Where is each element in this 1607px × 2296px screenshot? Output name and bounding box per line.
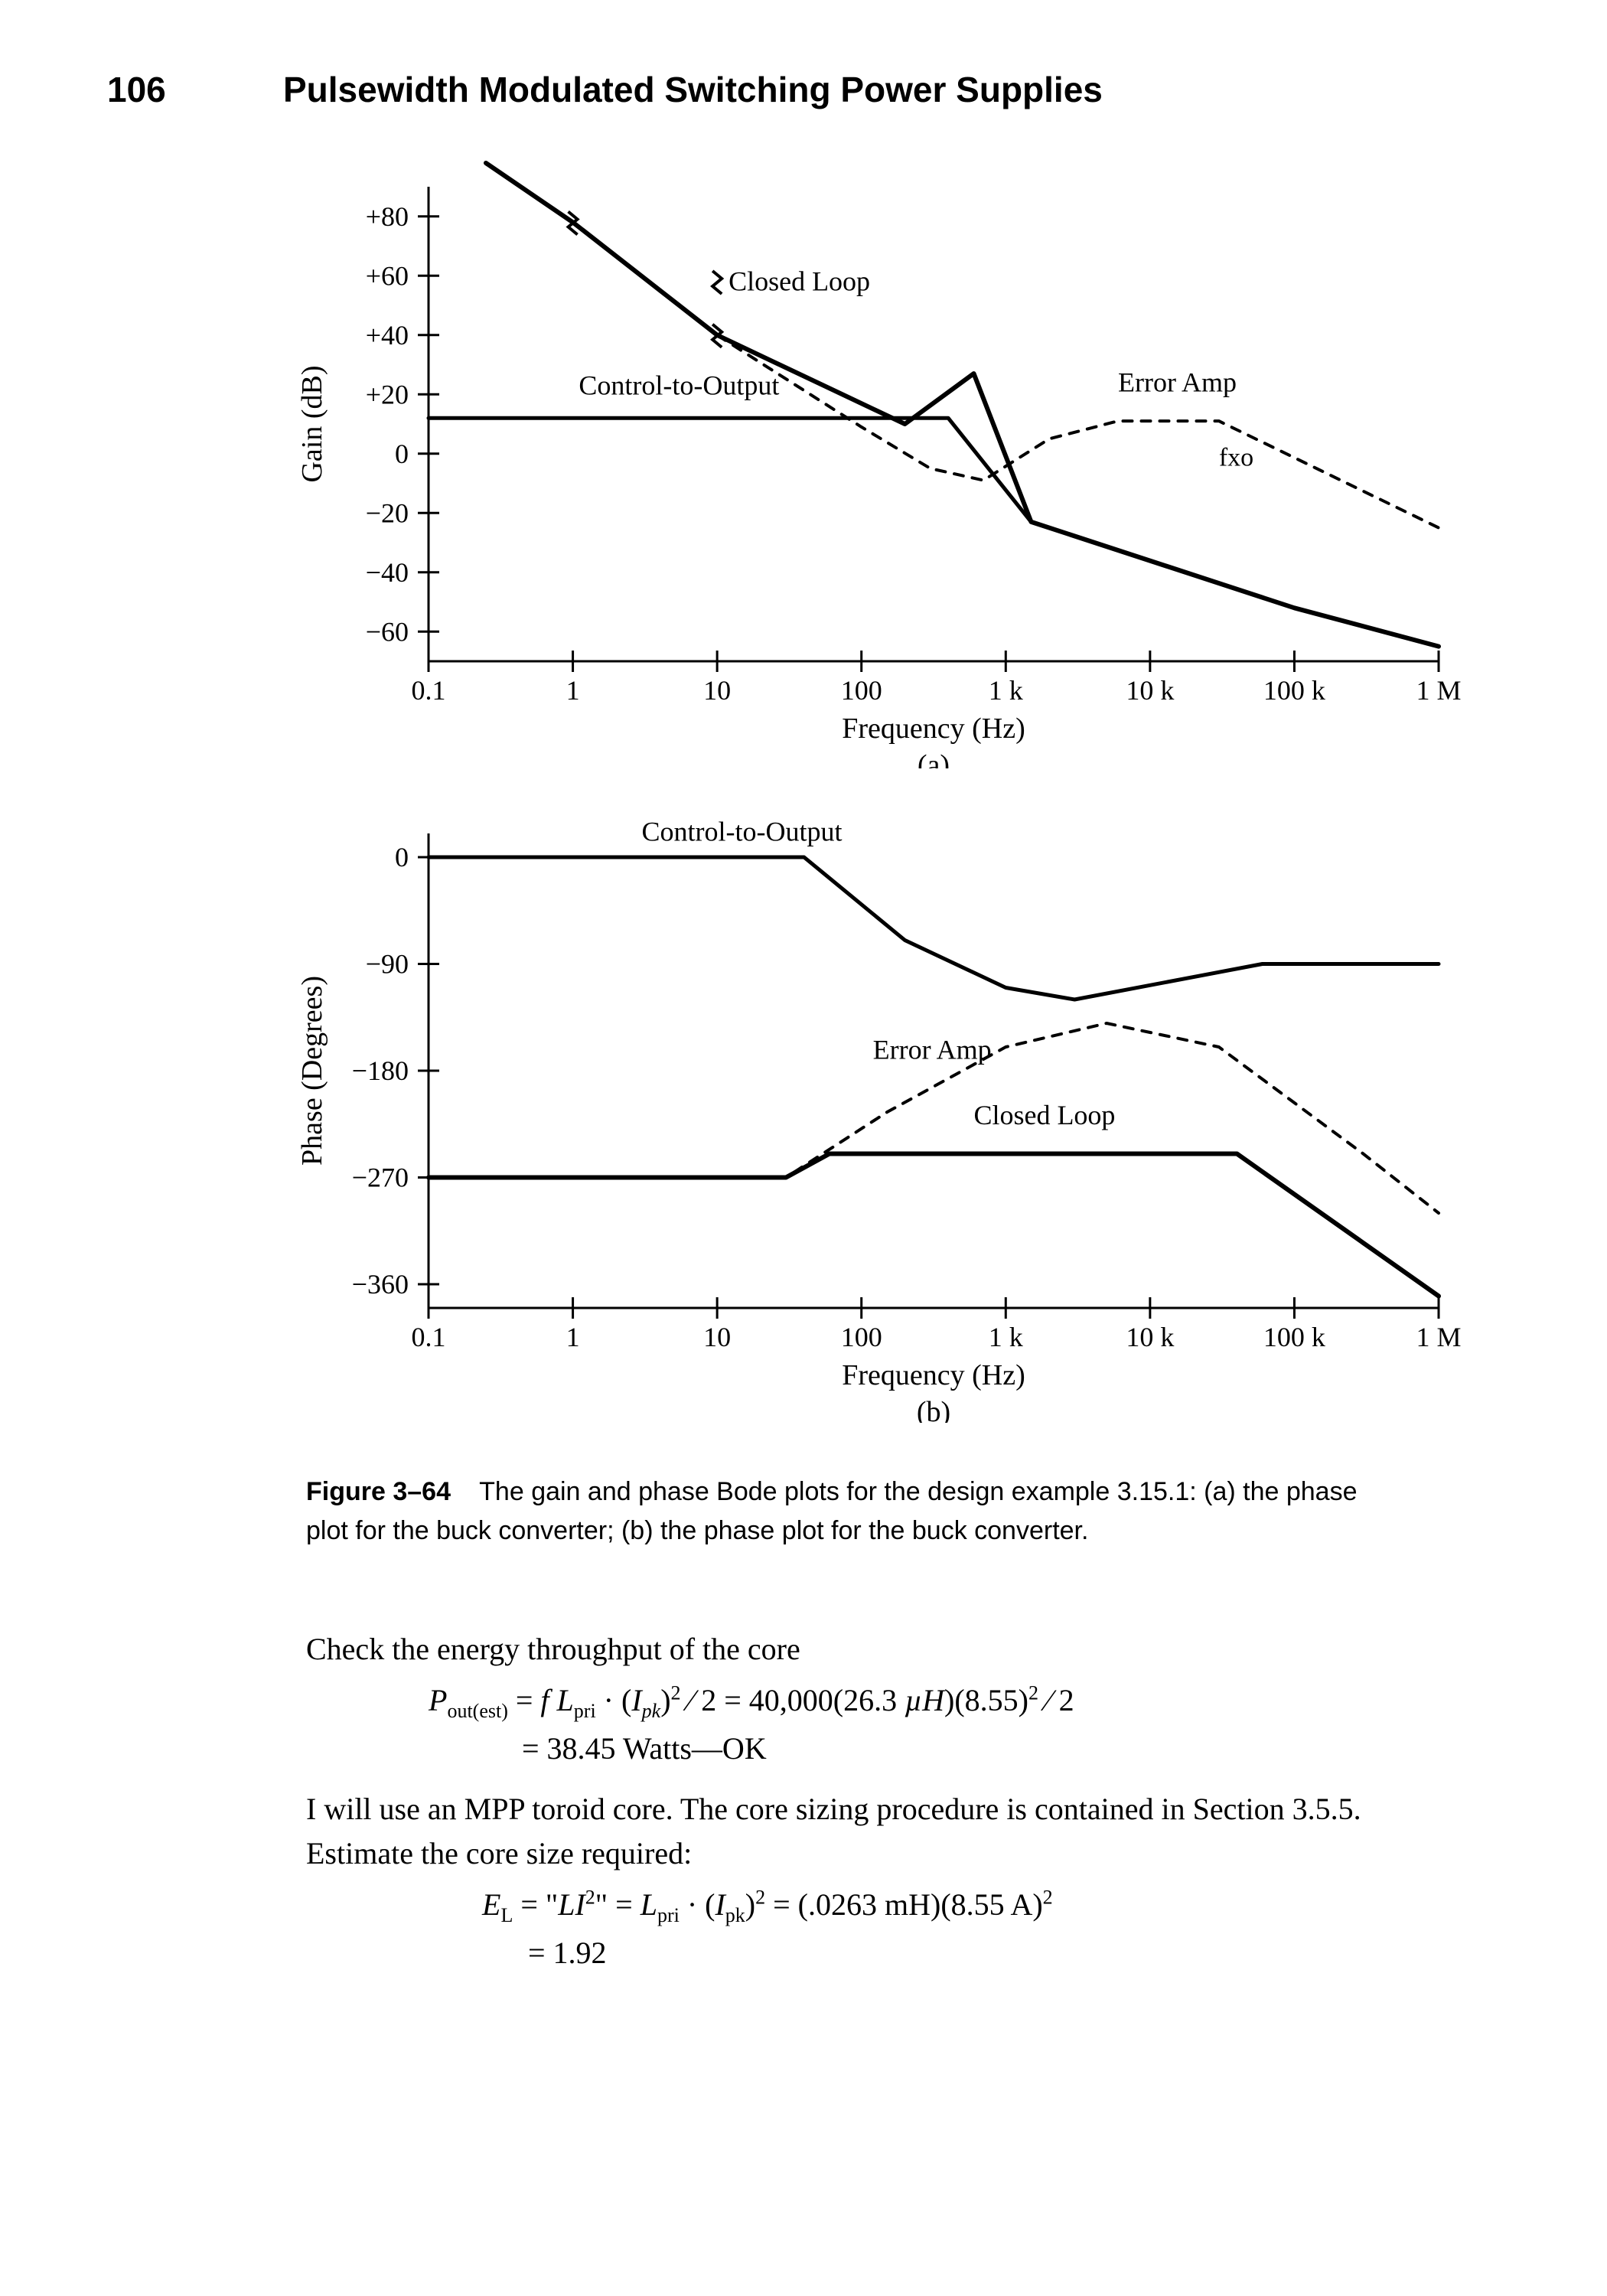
svg-text:+60: +60	[366, 260, 409, 291]
svg-text:10 k: 10 k	[1126, 1322, 1174, 1352]
svg-text:−20: −20	[366, 497, 409, 528]
svg-text:−60: −60	[366, 616, 409, 647]
svg-text:Closed Loop: Closed Loop	[973, 1100, 1115, 1130]
svg-text:100 k: 100 k	[1263, 675, 1325, 706]
svg-text:−90: −90	[366, 949, 409, 980]
series-closed_loop	[486, 163, 1439, 647]
equation-2: EL = "LI2" = Lpri · (Ipk)2 = (.0263 mH)(…	[482, 1882, 1393, 1976]
svg-text:0.1: 0.1	[412, 675, 446, 706]
svg-text:Phase (Degrees): Phase (Degrees)	[296, 976, 328, 1166]
svg-text:0: 0	[395, 842, 409, 872]
svg-text:1 k: 1 k	[989, 1322, 1023, 1352]
paragraph-1: Check the energy throughput of the core	[306, 1627, 1393, 1671]
svg-text:10: 10	[703, 1322, 731, 1352]
svg-text:Error Amp: Error Amp	[1118, 367, 1237, 397]
svg-text:100: 100	[841, 675, 882, 706]
equation-1: Pout(est) = f Lpri · (Ipk)2 ⁄ 2 = 40,000…	[429, 1678, 1393, 1772]
svg-text:100 k: 100 k	[1263, 1322, 1325, 1352]
svg-text:+40: +40	[366, 320, 409, 351]
svg-text:−40: −40	[366, 557, 409, 588]
page-header: 106 Pulsewidth Modulated Switching Power…	[107, 69, 1500, 110]
figure-a-container: +80 +60 +40 +20 0 −20 −40 −60 Gain (dB) 0.1 1 10 100…	[283, 141, 1500, 772]
svg-text:−270: −270	[352, 1163, 409, 1193]
svg-text:1 k: 1 k	[989, 675, 1023, 706]
svg-text:Control-to-Output: Control-to-Output	[642, 816, 843, 846]
svg-text:−180: −180	[352, 1055, 409, 1086]
gain-bode-plot: +80 +60 +40 +20 0 −20 −40 −60 Gain (dB) 0.1 1 10 100…	[283, 141, 1477, 768]
page-title: Pulsewidth Modulated Switching Power Sup…	[283, 69, 1103, 110]
svg-text:Error Amp: Error Amp	[873, 1035, 992, 1065]
figure-b-container: 0 −90 −180 −270 −360 Phase (Degrees) 0.1 1 10 100…	[283, 795, 1500, 1427]
body-text: Check the energy throughput of the core …	[306, 1627, 1393, 1976]
svg-text:(b): (b)	[917, 1396, 950, 1423]
page: 106 Pulsewidth Modulated Switching Power…	[0, 0, 1607, 2296]
svg-text:(a): (a)	[918, 749, 950, 768]
svg-text:Frequency (Hz): Frequency (Hz)	[842, 1359, 1025, 1391]
page-number: 106	[107, 69, 283, 110]
svg-text:−360: −360	[352, 1269, 409, 1300]
figure-caption-text: The gain and phase Bode plots for the de…	[306, 1477, 1358, 1545]
figure-caption: Figure 3–64 The gain and phase Bode plot…	[306, 1473, 1362, 1551]
series-control_to_output	[429, 418, 1439, 646]
figure-label: Figure 3–64	[306, 1477, 451, 1506]
svg-text:1: 1	[566, 675, 580, 706]
svg-text:10: 10	[703, 675, 731, 706]
svg-text:Closed Loop: Closed Loop	[729, 266, 870, 297]
series-closed_loop	[429, 1154, 1439, 1296]
svg-text:+80: +80	[366, 201, 409, 232]
svg-text:0: 0	[395, 439, 409, 469]
svg-text:100: 100	[841, 1322, 882, 1352]
series-control_to_output	[429, 857, 1439, 1000]
paragraph-2: I will use an MPP toroid core. The core …	[306, 1787, 1393, 1876]
svg-text:1: 1	[566, 1322, 580, 1352]
svg-text:1 M: 1 M	[1416, 675, 1461, 706]
svg-text:Control-to-Output: Control-to-Output	[579, 370, 779, 400]
svg-text:Frequency (Hz): Frequency (Hz)	[842, 713, 1025, 745]
svg-text:10 k: 10 k	[1126, 675, 1174, 706]
svg-text:fxo: fxo	[1219, 443, 1253, 471]
svg-text:+20: +20	[366, 379, 409, 409]
svg-text:1 M: 1 M	[1416, 1322, 1461, 1352]
svg-text:Gain (dB): Gain (dB)	[296, 365, 328, 482]
phase-bode-plot: 0 −90 −180 −270 −360 Phase (Degrees) 0.1 1 10 100…	[283, 795, 1477, 1423]
svg-text:0.1: 0.1	[412, 1322, 446, 1352]
